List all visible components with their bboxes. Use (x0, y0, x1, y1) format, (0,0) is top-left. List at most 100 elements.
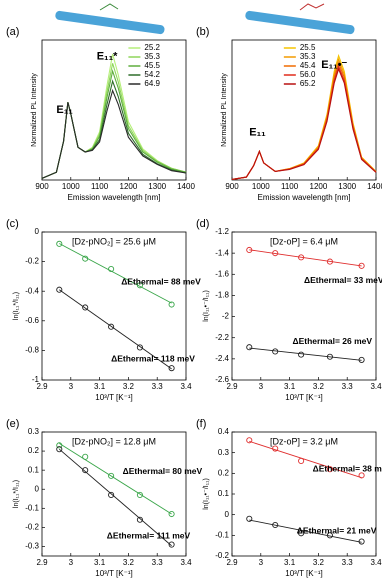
x-tick-label: 2.9 (36, 382, 48, 391)
data-point (326, 258, 333, 265)
spectrum-line (41, 69, 187, 179)
y-tick-label: 0.2 (28, 446, 40, 455)
legend-label: 35.3 (144, 52, 160, 61)
spectrum-line (41, 53, 187, 179)
x-tick-label: 1100 (281, 182, 299, 191)
y-tick-label: 0.2 (218, 468, 230, 477)
y-tick-label: -0.1 (25, 503, 39, 512)
fit-line (59, 243, 172, 304)
x-tick-label: 1200 (310, 182, 328, 191)
annotation: ΔEthermal= 21 meV (297, 525, 377, 535)
legend-label: 54.2 (144, 70, 160, 79)
y-tick-label: -2.6 (215, 375, 229, 384)
data-point (56, 446, 63, 453)
x-tick-label: 900 (35, 182, 49, 191)
y-tick-label: -0.2 (25, 257, 39, 266)
data-point (326, 466, 333, 473)
panel-title: [Dz-pNO₂] = 25.6 μM (72, 236, 156, 246)
data-point (82, 304, 89, 311)
legend-label: 35.3 (300, 52, 316, 61)
data-point (246, 246, 253, 254)
fit-line (249, 440, 362, 479)
y-tick-label: 0 (35, 227, 40, 236)
data-point (246, 515, 253, 522)
fit-line (59, 289, 172, 370)
x-axis-label: 10³/T [K⁻¹] (95, 393, 132, 402)
panel-label: (d) (196, 218, 209, 230)
x-axis-label: 10³/T [K⁻¹] (95, 569, 132, 578)
x-tick-label: 900 (225, 182, 239, 191)
y-tick-label: 0 (35, 484, 40, 493)
x-tick-label: 1200 (120, 182, 138, 191)
y-tick-label: -0.1 (215, 530, 229, 539)
x-tick-label: 3.4 (180, 558, 192, 567)
data-point (358, 262, 365, 269)
spectrum-line (41, 88, 187, 179)
annotation: ΔEthermal= 26 meV (292, 336, 372, 346)
y-tick-label: -1.4 (215, 248, 229, 257)
data-point (56, 286, 63, 293)
data-point (358, 356, 365, 363)
x-tick-label: 3.1 (284, 558, 296, 567)
data-point (56, 240, 63, 247)
legend-label: 56.0 (300, 70, 316, 79)
fit-line (249, 519, 362, 543)
molecule (299, 3, 325, 11)
panel-label: (e) (6, 418, 19, 430)
y-tick-label: -0.3 (25, 542, 39, 551)
y-tick-label: -1.2 (215, 227, 229, 236)
x-tick-label: 2.9 (36, 558, 48, 567)
data-point (272, 250, 279, 257)
spectrum-line (41, 63, 187, 179)
annotation: E₁₁ (249, 126, 266, 138)
x-axis-label: Emission wavelength [nm] (258, 193, 351, 202)
data-point (136, 491, 143, 499)
x-tick-label: 3 (69, 382, 74, 391)
x-tick-label: 3.3 (342, 558, 354, 567)
data-point (82, 467, 89, 474)
y-tick-label: -0.8 (25, 346, 39, 355)
data-point (108, 265, 115, 273)
y-tick-label: -2 (222, 312, 230, 321)
x-tick-label: 1000 (62, 182, 80, 191)
data-point (168, 510, 175, 518)
y-tick-label: 0.3 (218, 448, 230, 457)
y-tick-label: -2.2 (215, 333, 229, 342)
x-tick-label: 3 (259, 382, 264, 391)
nanotube (245, 10, 355, 35)
x-tick-label: 3.3 (152, 558, 164, 567)
y-axis-label: Normalized PL Intensity (221, 73, 228, 147)
y-tick-label: -1.6 (215, 269, 229, 278)
panel-label: (b) (196, 26, 209, 38)
x-tick-label: 2.9 (226, 558, 238, 567)
cartoon-b (245, 3, 355, 35)
data-point (298, 457, 305, 464)
data-point (56, 442, 63, 449)
y-tick-label: -0.4 (25, 286, 39, 295)
x-tick-label: 3.4 (370, 558, 382, 567)
data-point (326, 532, 333, 539)
fit-line (59, 442, 172, 515)
legend-label: 45.4 (300, 61, 316, 70)
data-point (272, 348, 279, 355)
data-point (168, 301, 175, 308)
annotation: E₁₁•⁻ (321, 59, 347, 71)
x-tick-label: 3.2 (313, 382, 325, 391)
y-axis-label: Normalized PL Intensity (31, 73, 38, 147)
y-axis-label: ln(I₁₁•⁻/I₁₁) (203, 478, 210, 510)
y-tick-label: 0 (225, 510, 230, 519)
data-point (82, 255, 89, 262)
y-tick-label: 0.1 (28, 465, 40, 474)
annotation: ΔEthermal= 80 meV (123, 466, 203, 476)
x-tick-label: 1300 (148, 182, 166, 191)
data-point (246, 437, 253, 444)
cartoon-a (55, 3, 165, 35)
data-point (168, 541, 175, 548)
y-tick-label: 0.4 (218, 427, 230, 436)
x-tick-label: 3 (69, 558, 74, 567)
panel-label: (c) (6, 218, 19, 230)
data-point (358, 472, 365, 479)
molecule (99, 3, 119, 11)
legend-label: 64.9 (144, 79, 160, 88)
annotation: ΔEthermal= 38 meV (313, 463, 382, 473)
